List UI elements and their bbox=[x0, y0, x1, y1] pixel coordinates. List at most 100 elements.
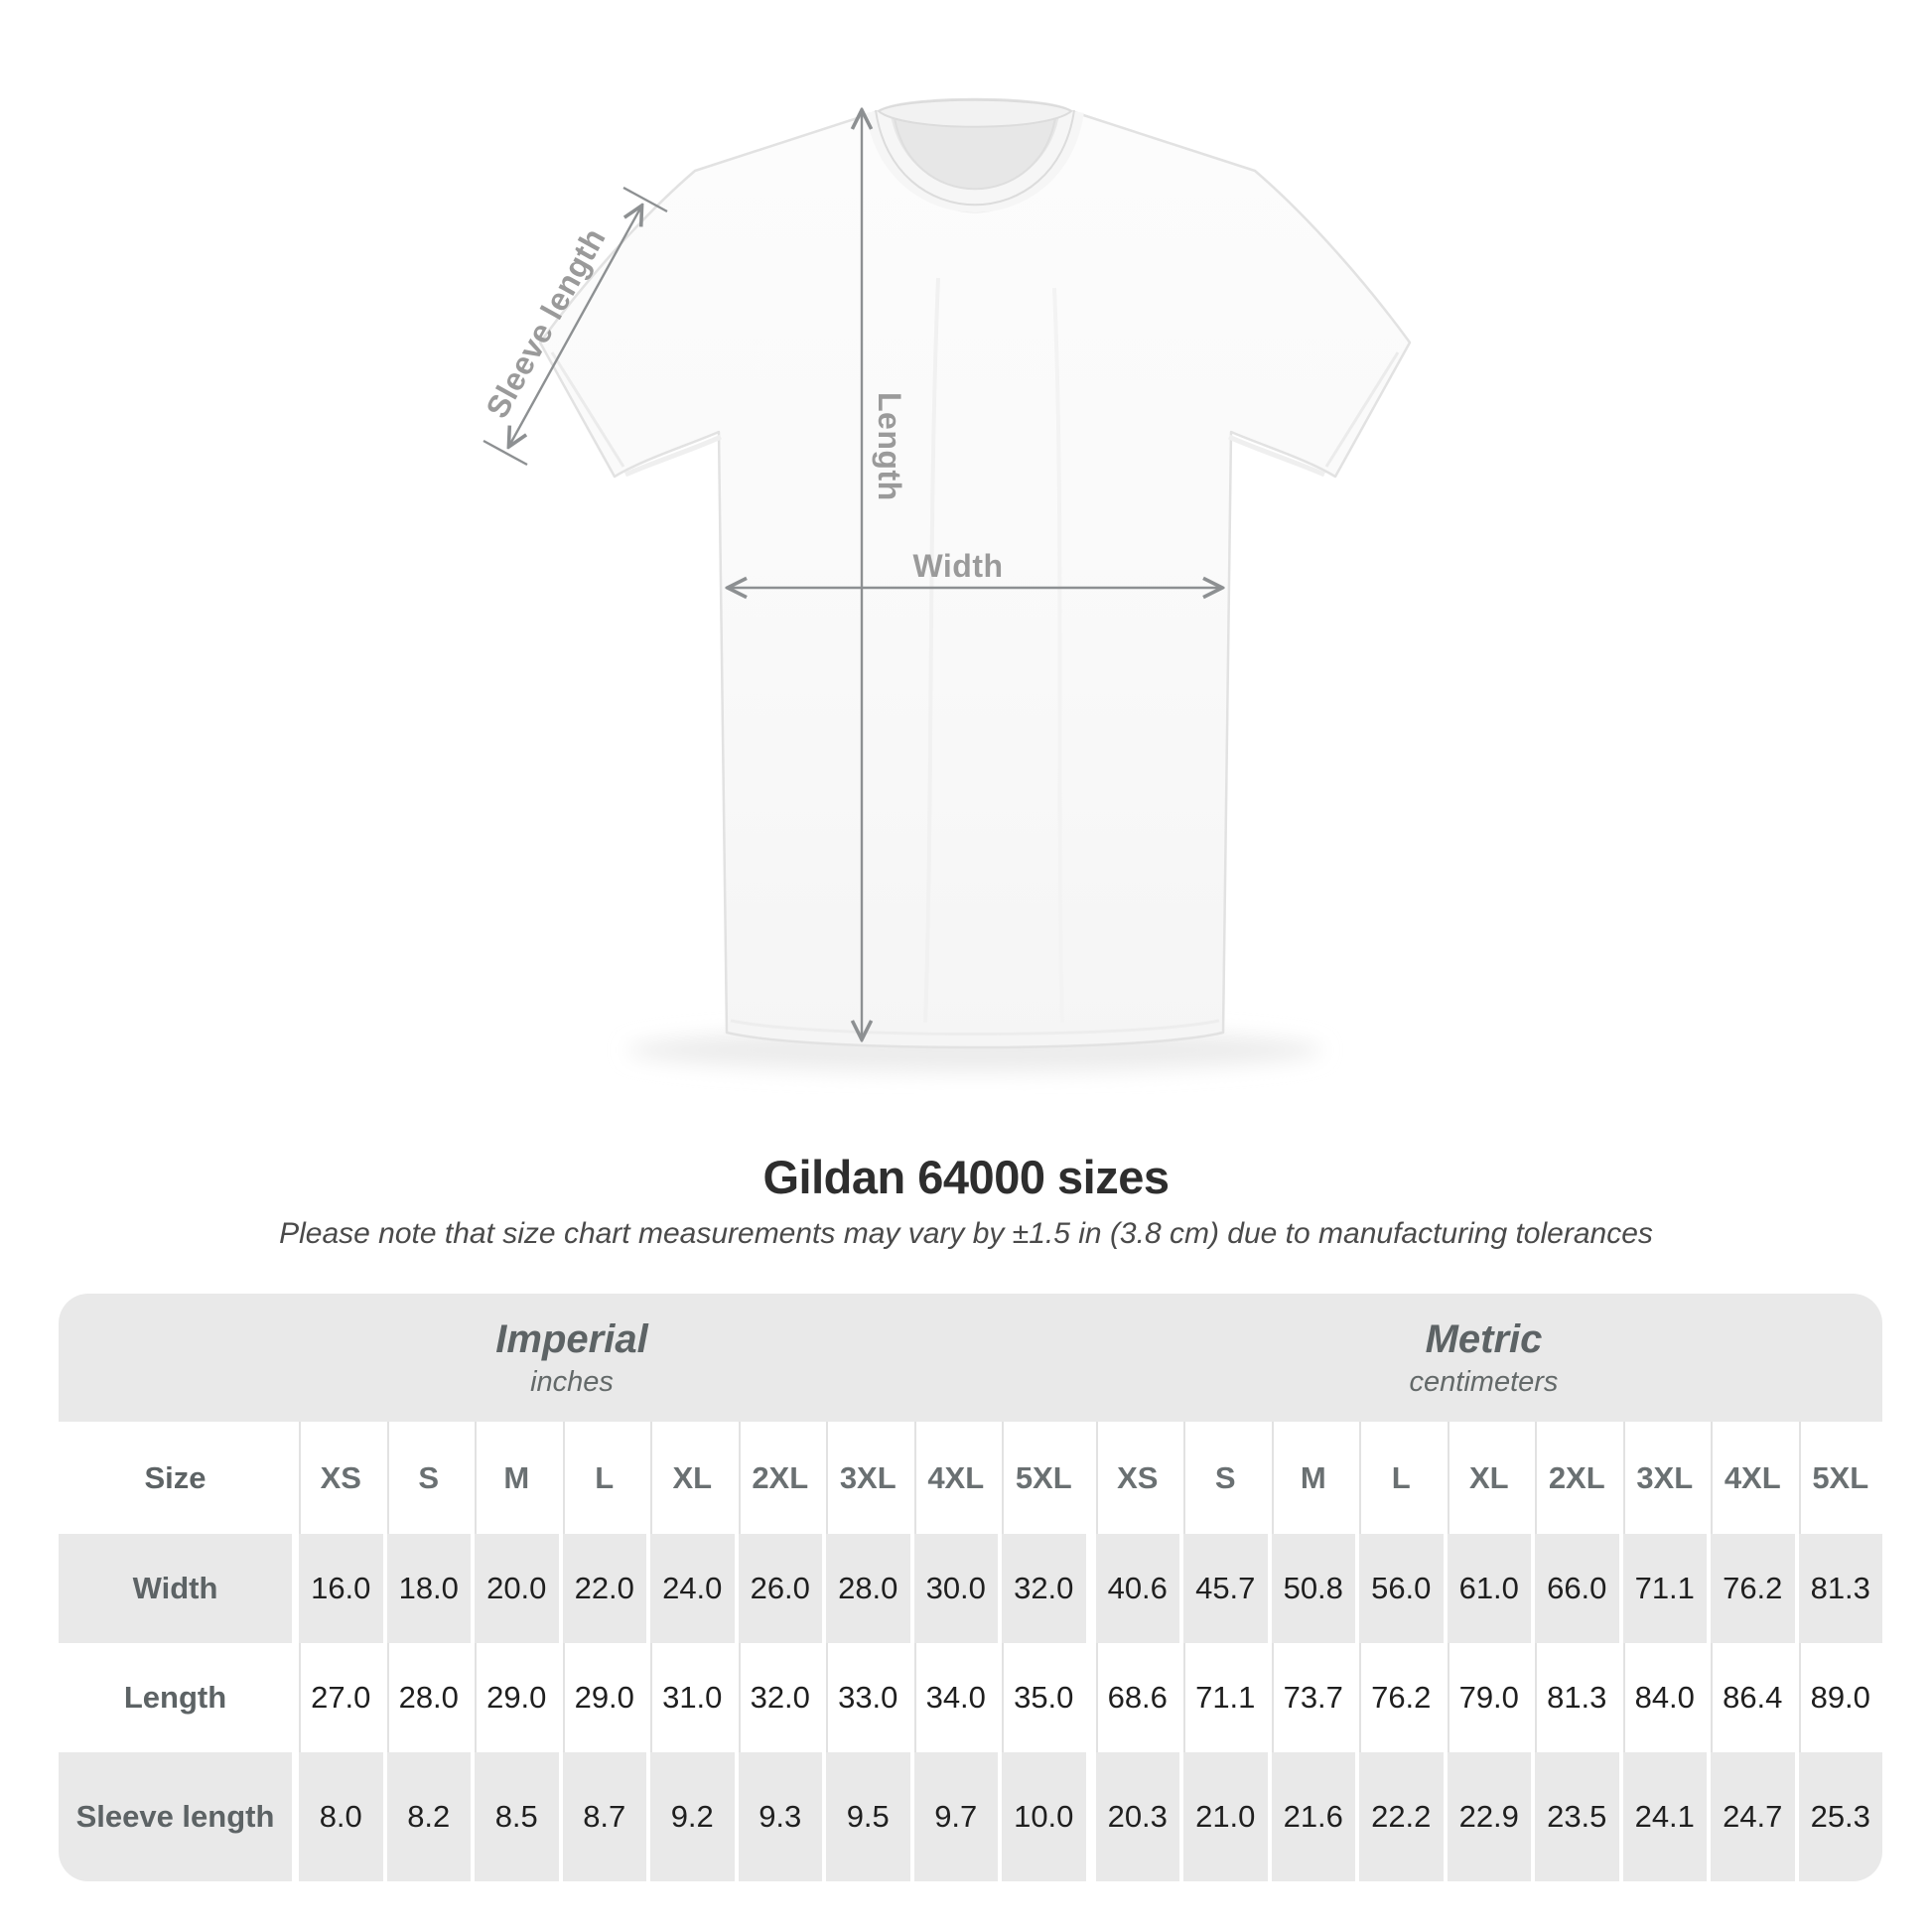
size-header-row-label: Size bbox=[144, 1459, 207, 1495]
metric-cell: XL bbox=[1443, 1422, 1532, 1534]
table-rows: Size XS S M L XL 2XL 3XL 4XL 5XL XS S M L XL 2XL 3XL 4XL 5… bbox=[59, 1422, 1882, 1881]
length-label: Length bbox=[872, 392, 907, 501]
page-subtitle: Please note that size chart measurements… bbox=[279, 1217, 1653, 1250]
metric-cell: 4XL bbox=[1707, 1422, 1795, 1534]
metric-title: Metric bbox=[1425, 1316, 1543, 1361]
imperial-cell: 29.0 bbox=[471, 1643, 559, 1752]
size-header-row: Size XS S M L XL 2XL 3XL 4XL 5XL XS S M L XL 2XL 3XL 4XL 5… bbox=[59, 1422, 1882, 1534]
metric-cell: 5XL bbox=[1794, 1422, 1883, 1534]
imperial-cell: 9.3 bbox=[734, 1752, 823, 1881]
imperial-cell: 9.7 bbox=[909, 1752, 999, 1881]
imperial-cell: 20.0 bbox=[471, 1534, 559, 1643]
imperial-cell: XL bbox=[646, 1422, 735, 1534]
metric-unit: centimeters bbox=[1409, 1365, 1559, 1398]
metric-cell: 25.3 bbox=[1794, 1752, 1883, 1881]
metric-cell: 61.0 bbox=[1443, 1534, 1532, 1643]
imperial-cell: 31.0 bbox=[646, 1643, 735, 1752]
metric-cell: 71.1 bbox=[1179, 1643, 1268, 1752]
metric-cell: 24.1 bbox=[1618, 1752, 1708, 1881]
imperial-cell: XS bbox=[292, 1422, 383, 1534]
collar-inner-line bbox=[893, 111, 1057, 191]
collar-outer-line bbox=[875, 109, 1075, 207]
imperial-cell: 22.0 bbox=[558, 1534, 647, 1643]
metric-cell: 76.2 bbox=[1707, 1534, 1795, 1643]
imperial-cell: 24.0 bbox=[646, 1534, 735, 1643]
imperial-cell: 2XL bbox=[734, 1422, 823, 1534]
metric-cell: 86.4 bbox=[1707, 1643, 1795, 1752]
measurement-arrows bbox=[483, 111, 1221, 1038]
width-row: Width 16.0 18.0 20.0 22.0 24.0 26.0 28.0 30.0 32.… bbox=[59, 1534, 1882, 1643]
metric-cell: 22.9 bbox=[1443, 1752, 1532, 1881]
imperial-cell: 30.0 bbox=[909, 1534, 999, 1643]
imperial-cell: 27.0 bbox=[292, 1643, 383, 1752]
imperial-cell: 18.0 bbox=[382, 1534, 472, 1643]
metric-cell: 24.7 bbox=[1707, 1752, 1795, 1881]
imperial-cell: 8.5 bbox=[471, 1752, 559, 1881]
imperial-cell: 32.0 bbox=[734, 1643, 823, 1752]
metric-cell: 56.0 bbox=[1355, 1534, 1444, 1643]
imperial-cell: 9.2 bbox=[646, 1752, 735, 1881]
right-underarm-shade bbox=[1227, 434, 1325, 478]
sleeve-length-row: Sleeve length 8.0 8.2 8.5 8.7 9.2 9.3 9.5 9.7 10.… bbox=[59, 1752, 1882, 1881]
imperial-cell: 28.0 bbox=[822, 1534, 910, 1643]
imperial-cell: 8.7 bbox=[558, 1752, 647, 1881]
size-table: Imperial inches Metric centimeters Size X… bbox=[59, 1294, 1882, 1881]
imperial-cell: M bbox=[471, 1422, 559, 1534]
metric-cell: 40.6 bbox=[1085, 1534, 1180, 1643]
imperial-cell: 8.0 bbox=[292, 1752, 383, 1881]
right-cuff-seam bbox=[1324, 351, 1400, 468]
metric-cell: 71.1 bbox=[1618, 1534, 1708, 1643]
imperial-header: Imperial inches bbox=[59, 1294, 1085, 1422]
imperial-cell: L bbox=[558, 1422, 647, 1534]
metric-cell: 79.0 bbox=[1443, 1643, 1532, 1752]
width-label: Width bbox=[912, 548, 1004, 584]
metric-cell: 45.7 bbox=[1179, 1534, 1268, 1643]
imperial-cell: 32.0 bbox=[998, 1534, 1086, 1643]
metric-cell: 84.0 bbox=[1618, 1643, 1708, 1752]
sleeve-arrow-cap-bottom bbox=[483, 439, 528, 467]
fabric-crease-right bbox=[1052, 287, 1064, 1024]
imperial-unit: inches bbox=[530, 1365, 614, 1398]
metric-header: Metric centimeters bbox=[1085, 1294, 1882, 1422]
back-collar bbox=[877, 98, 1073, 128]
metric-cell: 81.3 bbox=[1794, 1534, 1883, 1643]
imperial-cell: 26.0 bbox=[734, 1534, 823, 1643]
metric-cell: L bbox=[1355, 1422, 1444, 1534]
metric-cell: 3XL bbox=[1618, 1422, 1708, 1534]
width-row-label: Width bbox=[132, 1571, 218, 1605]
left-underarm-shade bbox=[624, 434, 723, 478]
metric-cell: 76.2 bbox=[1355, 1643, 1444, 1752]
collar-band bbox=[866, 108, 1084, 212]
fabric-crease-left bbox=[923, 277, 940, 1024]
metric-cell: 21.0 bbox=[1179, 1752, 1268, 1881]
metric-cell: 73.7 bbox=[1267, 1643, 1356, 1752]
imperial-cell: 4XL bbox=[909, 1422, 999, 1534]
metric-cell: 50.8 bbox=[1267, 1534, 1356, 1643]
imperial-cell: 5XL bbox=[998, 1422, 1086, 1534]
imperial-cell: 8.2 bbox=[382, 1752, 472, 1881]
page-title: Gildan 64000 sizes bbox=[762, 1151, 1170, 1203]
unit-header-band: Imperial inches Metric centimeters bbox=[59, 1294, 1882, 1422]
length-row-label: Length bbox=[123, 1680, 227, 1715]
imperial-cell: 29.0 bbox=[558, 1643, 647, 1752]
length-row: Length 27.0 28.0 29.0 29.0 31.0 32.0 33.0 34.0 35… bbox=[59, 1643, 1882, 1752]
metric-cell: 68.6 bbox=[1085, 1643, 1180, 1752]
metric-cell: S bbox=[1179, 1422, 1268, 1534]
metric-cell: XS bbox=[1085, 1422, 1180, 1534]
imperial-cell: S bbox=[382, 1422, 472, 1534]
imperial-cell: 9.5 bbox=[822, 1752, 910, 1881]
imperial-title: Imperial bbox=[495, 1316, 648, 1361]
hem-seam bbox=[730, 1019, 1220, 1035]
imperial-cell: 3XL bbox=[822, 1422, 910, 1534]
metric-cell: 23.5 bbox=[1531, 1752, 1619, 1881]
imperial-cell: 28.0 bbox=[382, 1643, 472, 1752]
metric-cell: 89.0 bbox=[1794, 1643, 1883, 1752]
imperial-cell: 16.0 bbox=[292, 1534, 383, 1643]
imperial-cell: 10.0 bbox=[998, 1752, 1086, 1881]
imperial-cell: 34.0 bbox=[909, 1643, 999, 1752]
metric-cell: 81.3 bbox=[1531, 1643, 1619, 1752]
metric-cell: 20.3 bbox=[1085, 1752, 1180, 1881]
sleeve-length-arrow bbox=[509, 207, 641, 446]
